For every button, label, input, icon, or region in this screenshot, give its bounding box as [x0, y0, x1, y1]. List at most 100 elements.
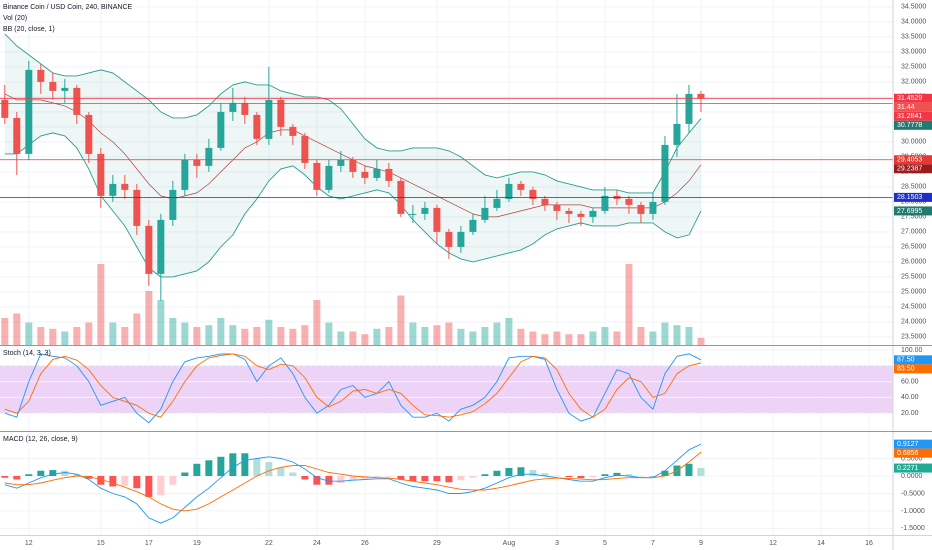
histogram-bar [325, 475, 333, 485]
volume-bar [685, 327, 693, 345]
x-tick-label: Aug [503, 540, 516, 547]
histogram-bar [25, 474, 33, 476]
volume-bar [205, 325, 213, 345]
y-tick-label: 34.0000 [901, 19, 926, 26]
candle-body [517, 183, 525, 190]
volume-bar [541, 334, 549, 345]
histogram-bar [1, 475, 9, 478]
candle-body [529, 189, 537, 199]
histogram-bar [289, 472, 297, 476]
bands-title: BB (20, close, 1) [3, 26, 55, 33]
histogram-bar [157, 475, 165, 496]
histogram-bar [529, 470, 537, 476]
volume-bar [397, 295, 405, 345]
candle-body [661, 144, 669, 202]
histogram-bar [217, 456, 225, 476]
volume-bar [73, 327, 81, 345]
volume-bar [409, 322, 417, 345]
candle-body [85, 114, 93, 154]
histogram-bar [697, 468, 705, 476]
histogram-bar [241, 453, 249, 476]
volume-bar [37, 327, 45, 345]
x-tick-label: 15 [97, 540, 105, 547]
volume-bar [217, 318, 225, 345]
candle-body [673, 123, 681, 145]
histogram-bar [133, 475, 141, 489]
volume-bar [181, 322, 189, 345]
price-label-box [894, 448, 932, 458]
x-tick-label: 17 [145, 540, 153, 547]
volume-bar [625, 264, 633, 345]
volume-bar [229, 325, 237, 345]
price-label-box [894, 102, 932, 112]
candle-body [649, 201, 657, 214]
candle-body [505, 183, 513, 199]
histogram-bar [685, 463, 693, 476]
price-label: 31.44 [897, 104, 915, 111]
volume-bar [121, 327, 129, 345]
macd-line [4, 451, 702, 512]
price-label: 0.6856 [897, 450, 919, 457]
y-tick-label: 60.00 [901, 378, 919, 385]
histogram-bar [193, 463, 201, 476]
y-tick-label: 0.5000 [901, 455, 923, 462]
volume-bar [325, 322, 333, 345]
histogram-bar [493, 470, 501, 476]
histogram-bar [541, 473, 549, 476]
price-label: 83.50 [897, 366, 915, 373]
volume-bar [157, 300, 165, 345]
y-tick-label: 28.0000 [901, 199, 926, 206]
volume-bar [253, 327, 261, 345]
histogram-bar [661, 470, 669, 476]
volume-bar [577, 334, 585, 345]
volume-bar [313, 300, 321, 345]
y-tick-label: 32.0000 [901, 79, 926, 86]
volume-bar [553, 331, 561, 345]
candle-body [205, 147, 213, 166]
candle-body [265, 99, 273, 139]
volume-bar [457, 328, 465, 345]
price-label-box [894, 192, 932, 202]
histogram-bar [253, 458, 261, 476]
volume-bar [361, 334, 369, 345]
price-label-box [894, 155, 932, 165]
x-tick-label: 16 [865, 540, 873, 547]
price-label: 28.1503 [897, 194, 922, 201]
volume-bar [481, 327, 489, 345]
candle-body [337, 159, 345, 166]
histogram-bar [73, 474, 81, 476]
candle-body [37, 69, 45, 82]
y-tick-label: -1.0000 [901, 508, 925, 515]
x-tick-label: 29 [433, 540, 441, 547]
volume-bar [493, 322, 501, 345]
candle-body [445, 231, 453, 247]
candle-body [493, 198, 501, 208]
histogram-bar [385, 475, 393, 477]
volume-bar [565, 334, 573, 345]
candle-body [325, 165, 333, 190]
y-tick-label: -1.5000 [901, 525, 925, 532]
volume-title: Vol (20) [3, 15, 27, 22]
macd-line [4, 443, 702, 524]
volume-bar [505, 318, 513, 345]
candle-body [181, 159, 189, 190]
volume-bar [97, 264, 105, 345]
x-tick-label: 19 [193, 540, 201, 547]
candle-body [25, 69, 33, 154]
volume-bar [301, 325, 309, 345]
y-tick-label: 32.5000 [901, 64, 926, 71]
volume-bar [289, 328, 297, 345]
volume-bar [85, 322, 93, 345]
volume-bar [277, 327, 285, 345]
histogram-bar [517, 467, 525, 476]
candle-body [349, 159, 357, 172]
histogram-bar [553, 475, 561, 477]
stoch-title: Stoch (14, 3, 3) [3, 350, 51, 357]
price-label-box [894, 439, 932, 449]
candle-body [97, 153, 105, 196]
y-tick-label: 24.5000 [901, 304, 926, 311]
candle-body [361, 171, 369, 178]
candle-body [121, 183, 129, 190]
volume-bar [349, 331, 357, 345]
